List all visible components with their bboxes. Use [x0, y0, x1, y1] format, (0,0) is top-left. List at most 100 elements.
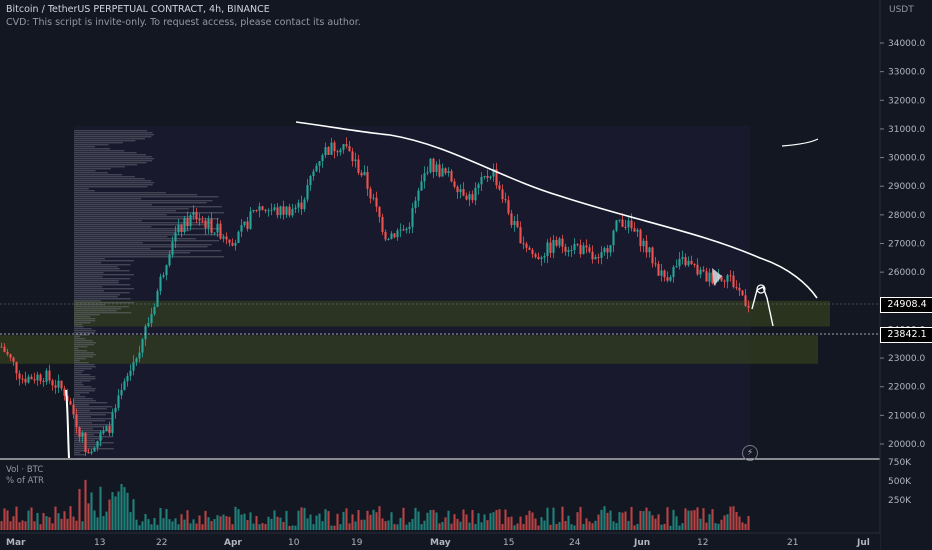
volume-bar: [147, 519, 150, 530]
time-axis[interactable]: [0, 533, 880, 550]
candle-body: [378, 206, 381, 217]
candle-body: [339, 149, 342, 153]
resistance-trend-curve[interactable]: [295, 121, 818, 299]
projection-path[interactable]: [751, 286, 774, 327]
candle-body: [204, 220, 207, 228]
volume-bar: [681, 523, 684, 530]
volume-bar: [369, 514, 372, 530]
candle-body: [285, 206, 288, 215]
candle-body: [45, 370, 48, 382]
volume-bar: [333, 525, 336, 530]
candle-body: [174, 232, 177, 242]
candle-body: [630, 220, 633, 229]
candle-body: [438, 164, 441, 177]
candle-body: [345, 144, 348, 147]
volume-profile-bar: [74, 312, 132, 314]
volume-bar: [243, 513, 246, 530]
volume-bar: [699, 518, 702, 530]
volume-profile-bar: [74, 152, 137, 154]
candle-body: [351, 151, 354, 162]
volume-bar: [576, 512, 579, 530]
candle-body: [687, 260, 690, 266]
volume-bar: [234, 506, 237, 530]
volume-bar: [417, 511, 420, 530]
candle-body: [657, 263, 660, 276]
volume-bar: [510, 516, 513, 530]
candle-body: [324, 147, 327, 156]
volume-bar: [429, 510, 432, 530]
volume-bar: [741, 522, 744, 530]
candle-body: [249, 211, 252, 229]
candle-body: [18, 373, 21, 379]
symbol-title[interactable]: Bitcoin / TetherUS PERPETUAL CONTRACT, 4…: [6, 4, 270, 15]
volume-profile-bar: [74, 414, 106, 416]
candle-body: [507, 200, 510, 214]
volume-bar: [447, 510, 450, 530]
candle-body: [399, 229, 402, 231]
candle-body: [312, 171, 315, 177]
volume-bar: [537, 525, 540, 530]
volume-bar: [627, 520, 630, 530]
candle-body: [255, 209, 258, 211]
currency-label[interactable]: USDT: [889, 5, 914, 15]
candle-body: [531, 249, 534, 255]
volume-profile-bar: [74, 210, 177, 212]
candle-body: [393, 233, 396, 238]
volume-bar: [177, 524, 180, 530]
candle-body: [744, 295, 747, 306]
volume-bar: [642, 511, 645, 530]
volume-profile-bar: [74, 374, 91, 376]
candle-body: [621, 219, 624, 227]
candle-body: [747, 305, 750, 308]
volume-bar: [39, 524, 42, 530]
candle-body: [390, 233, 393, 239]
volume-bar: [525, 515, 528, 530]
volume-profile-bar: [74, 404, 90, 406]
candle-body: [240, 225, 243, 232]
candle-body: [168, 254, 171, 266]
volume-bar: [18, 522, 21, 530]
volume-title[interactable]: Vol · BTC: [6, 465, 44, 475]
volume-profile-bar: [74, 218, 219, 220]
volume-bar: [381, 518, 384, 530]
candle-body: [264, 209, 267, 211]
volume-profile-bar: [74, 242, 143, 244]
volume-bar: [273, 510, 276, 530]
candle-body: [447, 171, 450, 174]
volume-bar: [531, 512, 534, 530]
volume-bar: [135, 519, 138, 530]
candle-body: [3, 346, 6, 352]
support-zones: [0, 300, 830, 364]
drawing-stroke-right[interactable]: [781, 138, 819, 147]
candle-body: [429, 158, 432, 173]
volume-bar: [513, 525, 516, 530]
volume-profile-bar: [74, 366, 96, 368]
volume-bar: [360, 519, 363, 530]
volume-bar: [633, 525, 636, 530]
price-tick-label: 28000.0: [888, 211, 925, 221]
volume-bar: [687, 510, 690, 530]
lightning-icon[interactable]: ⚡: [742, 445, 758, 461]
volume-bar: [399, 517, 402, 530]
volume-profile-bar: [74, 250, 222, 252]
volume-bar: [309, 514, 312, 530]
candle-body: [519, 227, 522, 244]
volume-profile-bar: [74, 252, 191, 254]
volume-bar: [696, 507, 699, 530]
candle-body: [732, 275, 735, 288]
price-axis[interactable]: [880, 0, 932, 550]
volume-bar: [123, 487, 126, 530]
volume-profile-bar: [74, 304, 106, 306]
drawing-stroke-left[interactable]: [65, 389, 70, 459]
projection-loop[interactable]: [756, 284, 766, 294]
candle-body: [474, 187, 477, 201]
time-tick-label: 10: [288, 538, 300, 548]
triangle-pattern[interactable]: [712, 268, 722, 286]
volume-profile-bar: [74, 130, 148, 132]
candle-body: [600, 252, 603, 258]
candle-body: [90, 451, 93, 454]
volume-bar: [747, 516, 750, 530]
volume-bar: [603, 506, 606, 530]
volume-bars: [0, 479, 750, 530]
